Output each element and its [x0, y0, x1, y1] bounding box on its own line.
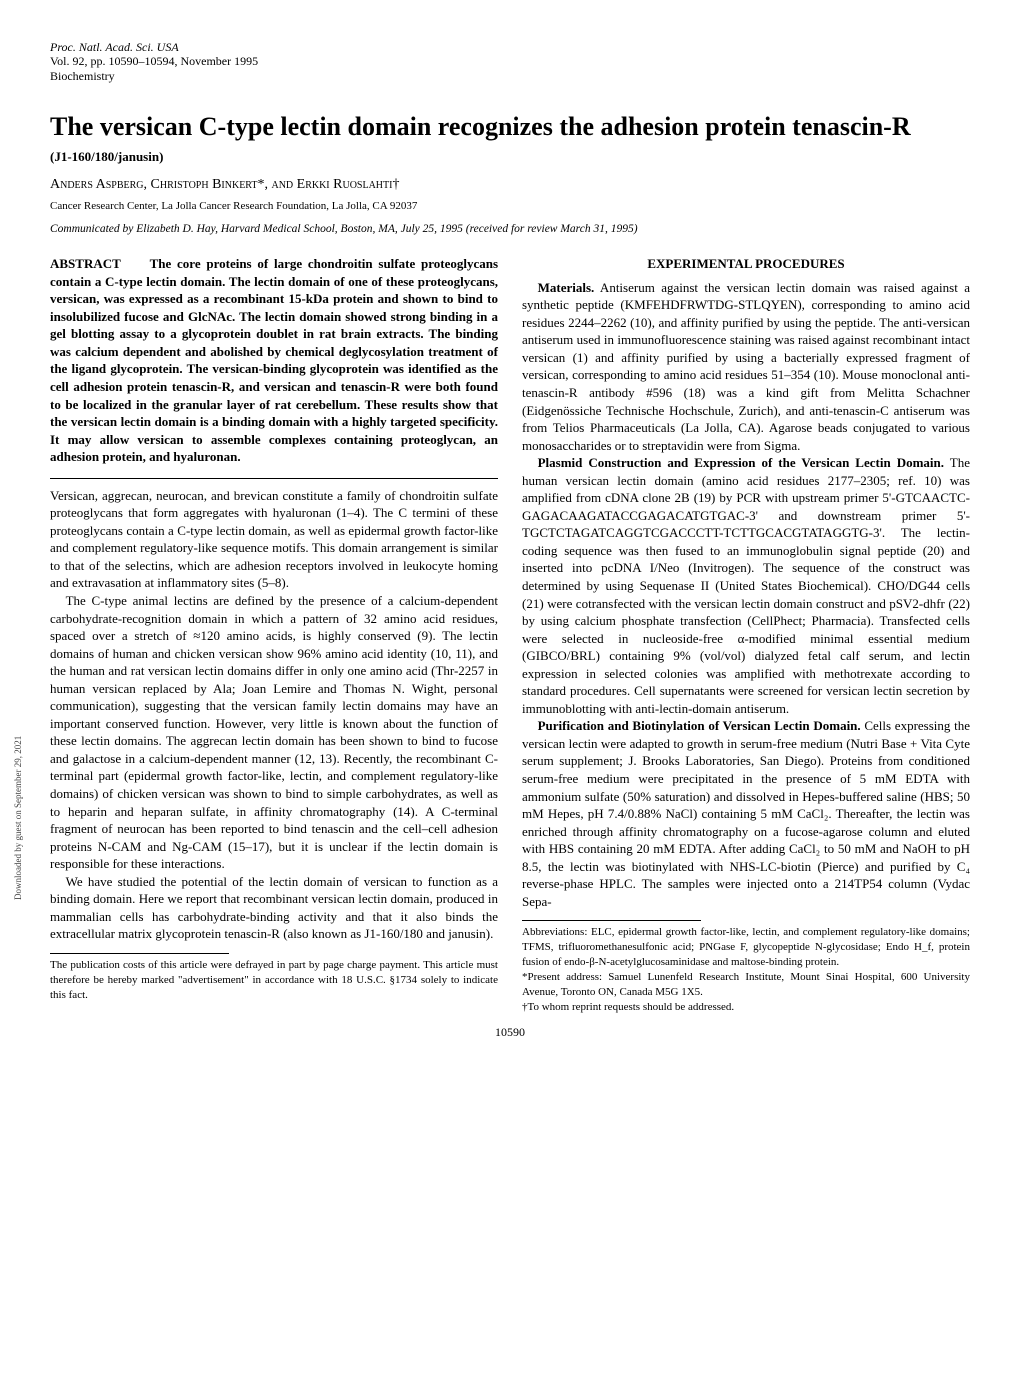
- download-side-text: Downloaded by guest on September 29, 202…: [12, 736, 24, 900]
- left-footnote-rule: [50, 953, 229, 954]
- article-subtitle: (J1-160/180/janusin): [50, 148, 970, 166]
- methods-p1: Materials. Antiserum against the versica…: [522, 279, 970, 454]
- affiliation: Cancer Research Center, La Jolla Cancer …: [50, 199, 970, 214]
- body-columns: ABSTRACT The core proteins of large chon…: [50, 255, 970, 1014]
- methods-p2-runin: Plasmid Construction and Expression of t…: [538, 455, 944, 470]
- methods-p3-runin: Purification and Biotinylation of Versic…: [538, 718, 861, 733]
- right-footnotes: Abbreviations: ELC, epidermal growth fac…: [522, 925, 970, 1014]
- methods-p1-runin: Materials.: [538, 280, 595, 295]
- pub-cost-text: The publication costs of this article we…: [50, 958, 498, 1003]
- abstract-label: ABSTRACT: [50, 256, 121, 271]
- methods-p1-body: Antiserum against the versican lectin do…: [522, 280, 970, 453]
- abbreviations-footnote: Abbreviations: ELC, epidermal growth fac…: [522, 925, 970, 970]
- article-title: The versican C-type lectin domain recogn…: [50, 111, 970, 142]
- pub-cost-footnote: The publication costs of this article we…: [50, 958, 498, 1003]
- journal-header: Proc. Natl. Acad. Sci. USA Vol. 92, pp. …: [50, 40, 970, 83]
- right-footnote-rule: [522, 920, 701, 921]
- methods-heading: EXPERIMENTAL PROCEDURES: [522, 255, 970, 273]
- reprint-request-footnote: †To whom reprint requests should be addr…: [522, 1000, 970, 1015]
- journal-field: Biochemistry: [50, 69, 970, 83]
- page-number: 10590: [50, 1024, 970, 1040]
- present-address-footnote: *Present address: Samuel Lunenfeld Resea…: [522, 970, 970, 1000]
- journal-name: Proc. Natl. Acad. Sci. USA: [50, 40, 970, 54]
- methods-p3-body: Cells expressing the versican lectin wer…: [522, 718, 970, 908]
- intro-p3: We have studied the potential of the lec…: [50, 873, 498, 943]
- journal-vol: Vol. 92, pp. 10590–10594, November 1995: [50, 54, 970, 68]
- communicated-line: Communicated by Elizabeth D. Hay, Harvar…: [50, 222, 970, 238]
- abstract-block: ABSTRACT The core proteins of large chon…: [50, 255, 498, 466]
- intro-p1: Versican, aggrecan, neurocan, and brevic…: [50, 487, 498, 592]
- abstract-text: The core proteins of large chondroitin s…: [50, 256, 498, 464]
- intro-p2: The C-type animal lectins are defined by…: [50, 592, 498, 873]
- authors-line: Anders Aspberg, Christoph Binkert*, and …: [50, 176, 970, 195]
- methods-p2: Plasmid Construction and Expression of t…: [522, 454, 970, 717]
- methods-p2-body: The human versican lectin domain (amino …: [522, 455, 970, 716]
- methods-p3: Purification and Biotinylation of Versic…: [522, 717, 970, 910]
- abstract-rule: [50, 478, 498, 479]
